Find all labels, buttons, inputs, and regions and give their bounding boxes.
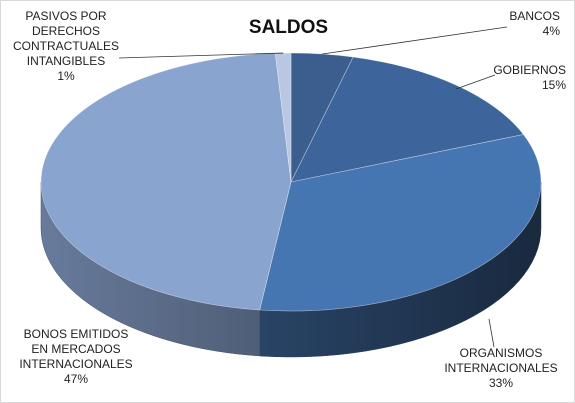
value-label: 4%: [542, 24, 560, 38]
category-label: ORGANISMOS INTERNACIONALES: [444, 346, 558, 375]
slice-label: GOBIERNOS 15%: [493, 63, 566, 93]
leader-line: [488, 318, 495, 348]
value-label: 47%: [63, 372, 89, 386]
slice-label: PASIVOS POR DERECHOS CONTRACTUALES INTAN…: [5, 9, 127, 84]
slice-label: ORGANISMOS INTERNACIONALES 33%: [431, 346, 571, 391]
category-label: BANCOS: [509, 9, 560, 23]
slice: [259, 134, 542, 312]
category-label: PASIVOS POR DERECHOS CONTRACTUALES INTAN…: [12, 9, 119, 68]
category-label: GOBIERNOS: [493, 63, 566, 77]
value-label: 1%: [57, 69, 75, 83]
value-label: 15%: [541, 78, 566, 92]
slice: [290, 56, 524, 183]
slice-label: BONOS EMITIDOS EN MERCADOS INTERNACIONAL…: [6, 327, 146, 387]
value-label: 33%: [488, 376, 514, 390]
leader-line: [455, 74, 496, 90]
chart-title: SALDOS: [248, 17, 329, 38]
slice-label: BANCOS 4%: [509, 9, 560, 39]
leader-line: [118, 52, 284, 59]
leader-line: [322, 26, 508, 55]
category-label: BONOS EMITIDOS EN MERCADOS INTERNACIONAL…: [19, 327, 133, 371]
slice: [40, 52, 292, 311]
